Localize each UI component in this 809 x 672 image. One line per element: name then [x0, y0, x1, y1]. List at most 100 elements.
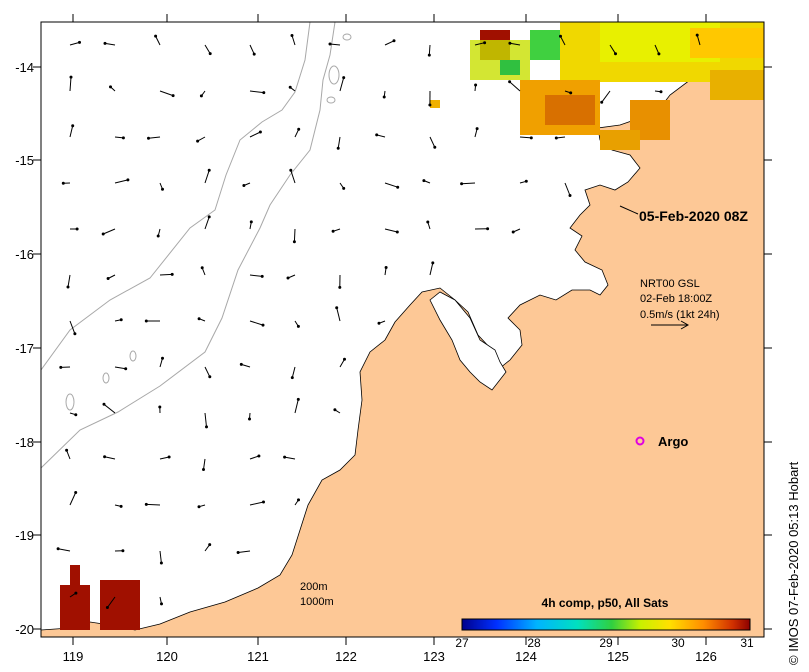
current-vector-head: [109, 85, 112, 89]
isobath-1000m-label: 1000m: [300, 596, 334, 608]
current-vector: [114, 179, 129, 184]
current-vector-head: [121, 136, 125, 140]
current-vector: [241, 363, 251, 368]
current-vector-head: [261, 323, 265, 327]
current-vector-head: [258, 130, 262, 134]
current-vector-head: [392, 39, 396, 43]
current-vector: [159, 550, 162, 564]
current-vector-head: [124, 367, 128, 371]
current-vector-head: [160, 602, 163, 606]
y-tick-label: -18: [15, 435, 34, 450]
current-vector-head: [695, 33, 699, 37]
current-vector-head: [297, 498, 300, 502]
current-vector-head: [426, 220, 430, 224]
current-vector: [696, 34, 701, 46]
current-vector-head: [126, 178, 130, 182]
current-vector-head: [336, 146, 340, 150]
argo-float-marker[interactable]: [635, 436, 645, 446]
x-tick-label: 120: [156, 649, 178, 664]
current-vector-head: [121, 549, 125, 553]
current-vector-head: [207, 215, 211, 219]
current-vector-head: [382, 95, 386, 99]
current-vector: [519, 136, 532, 139]
current-vector-head: [103, 41, 107, 45]
current-vector-head: [167, 455, 171, 459]
current-vector: [155, 35, 161, 46]
current-vector-head: [103, 455, 107, 459]
current-vector-head: [170, 272, 174, 276]
current-vector-head: [474, 83, 478, 87]
current-vector: [609, 44, 616, 54]
y-tick-label: -19: [15, 528, 34, 543]
colorbar-gradient: [461, 618, 751, 631]
current-vector-head: [428, 103, 432, 107]
current-vector-head: [600, 100, 604, 104]
current-vector-head: [395, 230, 399, 234]
current-vector-head: [343, 357, 346, 361]
reef-outline: [328, 65, 340, 85]
current-vector: [238, 550, 251, 553]
current-vector-head: [659, 90, 663, 94]
current-vector-head: [156, 234, 160, 238]
axis-ticks: [33, 14, 772, 645]
current-vector-head: [296, 324, 300, 328]
current-vector: [509, 81, 521, 92]
current-vector: [290, 170, 296, 184]
current-vector-head: [56, 547, 60, 551]
current-vector: [148, 136, 161, 139]
current-vector-head: [422, 179, 426, 183]
current-vector: [384, 228, 398, 233]
current-vector-head: [119, 504, 123, 508]
current-vector-head: [614, 52, 617, 56]
y-tick-label: -15: [15, 153, 34, 168]
sst-colorbar: 4h comp, p50, All Sats 27 28 29 30 31: [455, 596, 754, 650]
colorbar-tick: 31: [740, 636, 754, 650]
current-vector-head: [384, 266, 388, 269]
current-vector-head: [161, 187, 164, 191]
current-vector-head: [511, 230, 515, 234]
current-vector-head: [483, 41, 487, 45]
product-time: 02-Feb 18:00Z: [640, 293, 712, 305]
current-vector: [69, 41, 80, 46]
current-vector: [204, 366, 211, 378]
current-vector-head: [208, 543, 212, 547]
x-axis-labels: 119 120 121 122 123 124 125 126: [63, 649, 717, 664]
current-vector-head: [283, 455, 287, 459]
current-vector-head: [249, 220, 253, 224]
current-vector: [159, 456, 170, 460]
current-vector-head: [657, 52, 661, 56]
current-scale-legend: NRT00 GSL 02-Feb 18:00Z 0.5m/s (1kt 24h): [640, 278, 719, 330]
current-vector-head: [147, 136, 150, 140]
current-vector-head: [171, 94, 175, 98]
current-vector: [384, 40, 395, 46]
current-vector: [204, 44, 211, 54]
scale-arrow-head: [680, 320, 690, 330]
current-vectors: [56, 33, 701, 609]
current-vector-head: [144, 319, 148, 323]
current-vector-head: [333, 408, 337, 412]
current-vector: [249, 320, 264, 326]
current-vector-head: [331, 229, 335, 233]
y-tick-label: -14: [15, 60, 34, 75]
current-vector-head: [202, 468, 205, 471]
current-vector: [104, 42, 116, 46]
current-vector: [159, 90, 174, 97]
current-vector-head: [239, 362, 243, 366]
current-vector: [249, 131, 261, 138]
current-vector-head: [242, 184, 246, 187]
current-vector-head: [119, 318, 123, 322]
current-vector: [509, 42, 521, 46]
current-vector-head: [74, 491, 78, 494]
current-vector-head: [433, 145, 437, 149]
reef-outline: [102, 372, 110, 384]
current-vector: [337, 136, 341, 149]
current-vector-head: [197, 505, 201, 509]
current-vector: [339, 77, 345, 92]
x-tick-label: 126: [695, 649, 717, 664]
current-vector: [291, 35, 296, 46]
current-vector-head: [396, 185, 400, 189]
current-vector-head: [59, 365, 63, 369]
current-vector-head: [102, 402, 106, 406]
isobath-legend: 200m 1000m: [300, 581, 334, 608]
current-vector-head: [66, 285, 70, 289]
